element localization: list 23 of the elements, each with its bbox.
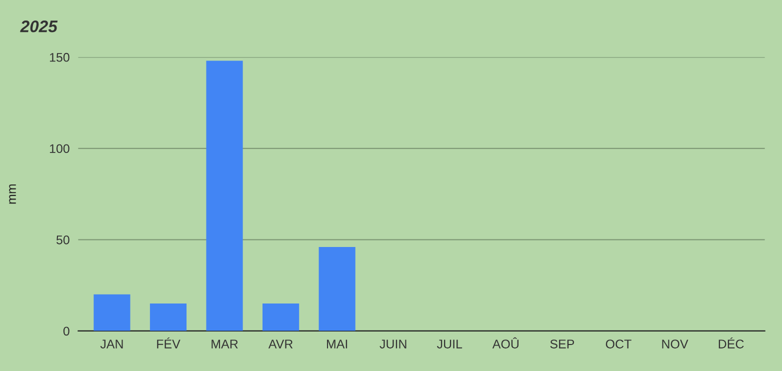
chart-title: 2025 xyxy=(20,20,58,32)
x-tick-label: JUIN xyxy=(380,340,406,348)
bar xyxy=(150,304,187,331)
bar xyxy=(206,60,243,331)
x-tick-label: SEP xyxy=(550,340,574,348)
bar xyxy=(94,294,130,331)
bar xyxy=(262,304,300,331)
y-tick-label: 0 xyxy=(63,326,70,336)
y-tick-label: 150 xyxy=(50,52,70,62)
x-tick-label: JAN xyxy=(100,340,123,348)
x-tick-label: AVR xyxy=(268,340,293,348)
x-tick-label: MAI xyxy=(326,340,348,348)
x-tick-label: DÉC xyxy=(718,337,744,348)
y-tick-label: 100 xyxy=(50,144,70,154)
x-tick-label: AOÛ xyxy=(492,337,518,348)
y-tick-label: 50 xyxy=(56,235,70,244)
y-axis-title: mm xyxy=(9,184,16,204)
x-tick-label: JUIL xyxy=(436,340,462,348)
x-tick-label: MAR xyxy=(212,340,238,348)
x-tick-label: FÉV xyxy=(157,337,180,348)
x-tick-label: OCT xyxy=(606,340,632,348)
bar xyxy=(318,246,356,331)
x-tick-label: NOV xyxy=(662,340,688,348)
